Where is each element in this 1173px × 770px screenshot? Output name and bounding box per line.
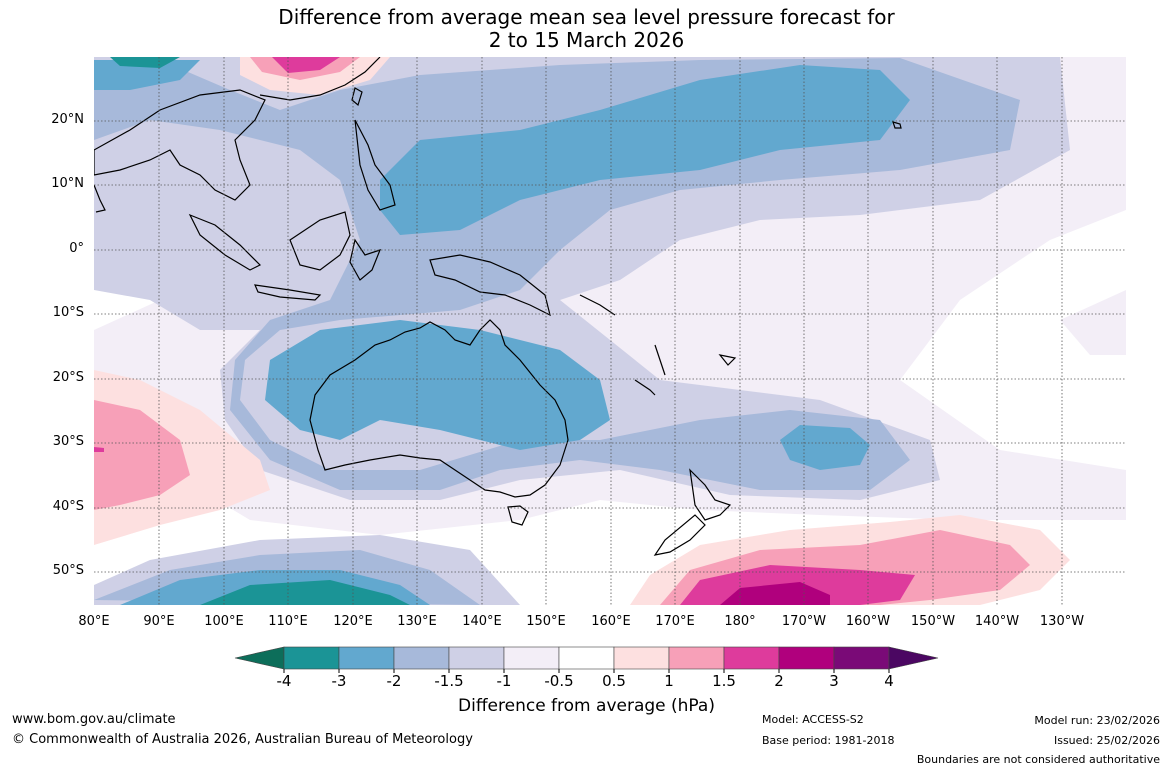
anomaly-band-minus-1.5 xyxy=(94,58,1020,490)
anomaly-band-plus-1.5-north xyxy=(272,57,340,73)
anomaly-band-minus-3-nw xyxy=(110,57,180,68)
anomaly-band-minus-0.5-east xyxy=(1060,290,1126,355)
new-caledonia-island xyxy=(634,379,656,396)
anomaly-band-minus-3 xyxy=(200,580,410,605)
colorbar-label: -0.5 xyxy=(544,672,574,690)
colorbar-label: 3 xyxy=(829,672,839,690)
footer-copyright: © Commonwealth of Australia 2026, Austra… xyxy=(12,732,473,747)
new-guinea-coastline xyxy=(429,254,551,317)
colorbar xyxy=(234,646,939,670)
vanuatu-islands xyxy=(654,344,666,376)
lon-label-80E: 80°E xyxy=(78,614,110,629)
lon-label-130W: 130°W xyxy=(1039,614,1085,629)
lat-label-50S: 50°S xyxy=(52,563,84,578)
anomaly-band-plus-1-west xyxy=(94,400,190,510)
lat-label-0: 0° xyxy=(69,241,84,256)
coastlines xyxy=(94,57,902,556)
colorbar-extend-high xyxy=(888,646,939,670)
colorbar-segment-10 xyxy=(778,646,835,670)
solomon-islands xyxy=(579,294,616,316)
anomaly-field xyxy=(94,57,1126,605)
lon-label-130E: 130°E xyxy=(397,614,437,629)
colorbar-label: -1.5 xyxy=(434,672,464,690)
australia-coastline xyxy=(309,319,569,498)
lon-label-150E: 150°E xyxy=(526,614,566,629)
java-coastline xyxy=(254,284,322,301)
colorbar-label: -2 xyxy=(386,672,402,690)
lat-label-10N: 10°N xyxy=(51,176,84,191)
lon-label-160E: 160°E xyxy=(591,614,631,629)
lon-label-110E: 110°E xyxy=(268,614,308,629)
anomaly-band-minus-2-tasman xyxy=(780,425,870,470)
lat-label-30S: 30°S xyxy=(52,434,84,449)
india-tip xyxy=(94,184,106,213)
colorbar-segment-7 xyxy=(613,646,670,670)
anomaly-band-plus-1.5-west xyxy=(94,447,104,452)
chart-title-line1: Difference from average mean sea level p… xyxy=(278,5,895,29)
lon-label-140W: 140°W xyxy=(974,614,1020,629)
lat-label-20S: 20°S xyxy=(52,370,84,385)
philippines-coastline xyxy=(354,119,396,211)
colorbar-label: 4 xyxy=(884,672,894,690)
colorbar-extend-low xyxy=(234,646,285,670)
gridlines xyxy=(94,57,1126,605)
lon-label-170W: 170°W xyxy=(781,614,827,629)
colorbar-label: 0.5 xyxy=(602,672,626,690)
lon-label-100E: 100°E xyxy=(204,614,244,629)
footer-url[interactable]: www.bom.gov.au/climate xyxy=(12,712,176,727)
new-zealand-south-coastline xyxy=(653,514,706,556)
lon-label-120E: 120°E xyxy=(333,614,373,629)
lon-label-180: 180° xyxy=(724,614,756,629)
footer-model: Model: ACCESS-S2 xyxy=(762,713,864,726)
lat-label-10S: 10°S xyxy=(52,305,84,320)
fiji-island xyxy=(718,354,737,366)
colorbar-segment-5 xyxy=(503,646,560,670)
footer-base-period: Base period: 1981-2018 xyxy=(762,734,895,747)
footer-issued: Issued: 25/02/2026 xyxy=(1053,734,1160,747)
colorbar-label: 2 xyxy=(774,672,784,690)
lon-label-140E: 140°E xyxy=(462,614,502,629)
china-coast xyxy=(259,57,381,101)
colorbar-segment-2 xyxy=(338,646,395,670)
indochina-coastline xyxy=(94,89,266,201)
new-zealand-north-coastline xyxy=(689,468,732,521)
colorbar-segment-9 xyxy=(723,646,780,670)
colorbar-segment-1 xyxy=(283,646,340,670)
colorbar-title: Difference from average (hPa) xyxy=(458,696,715,716)
anomaly-band-minus-1.5-nw xyxy=(94,60,200,90)
anomaly-band-minus-2 xyxy=(380,65,910,235)
colorbar-segment-11 xyxy=(833,646,890,670)
footer-model-run: Model run: 23/02/2026 xyxy=(1034,714,1160,727)
colorbar-ticks xyxy=(283,669,890,673)
anomaly-band-plus-2-se xyxy=(720,582,830,605)
lon-label-160W: 160°W xyxy=(845,614,891,629)
lon-label-90E: 90°E xyxy=(143,614,175,629)
lon-label-170E: 170°E xyxy=(655,614,695,629)
colorbar-label: -3 xyxy=(331,672,347,690)
colorbar-segment-4 xyxy=(448,646,505,670)
colorbar-label: -4 xyxy=(276,672,292,690)
chart-title-line2: 2 to 15 March 2026 xyxy=(488,28,685,52)
hawaii-island xyxy=(892,121,902,129)
sulawesi-coastline xyxy=(349,238,382,281)
sumatra-coastline xyxy=(188,213,262,271)
lat-label-20N: 20°N xyxy=(51,112,84,127)
lat-label-40S: 40°S xyxy=(52,499,84,514)
colorbar-label: -1 xyxy=(496,672,512,690)
colorbar-segment-3 xyxy=(393,646,450,670)
lon-label-150W: 150°W xyxy=(910,614,956,629)
anomaly-band-minus-2-aus xyxy=(265,320,610,450)
colorbar-label: 1 xyxy=(664,672,674,690)
footer-disclaimer: Boundaries are not considered authoritat… xyxy=(916,753,1160,766)
borneo-coastline xyxy=(289,211,351,271)
tasmania-coastline xyxy=(507,505,529,526)
colorbar-label: 1.5 xyxy=(712,672,736,690)
colorbar-segment-6 xyxy=(558,646,615,670)
colorbar-segment-8 xyxy=(668,646,725,670)
